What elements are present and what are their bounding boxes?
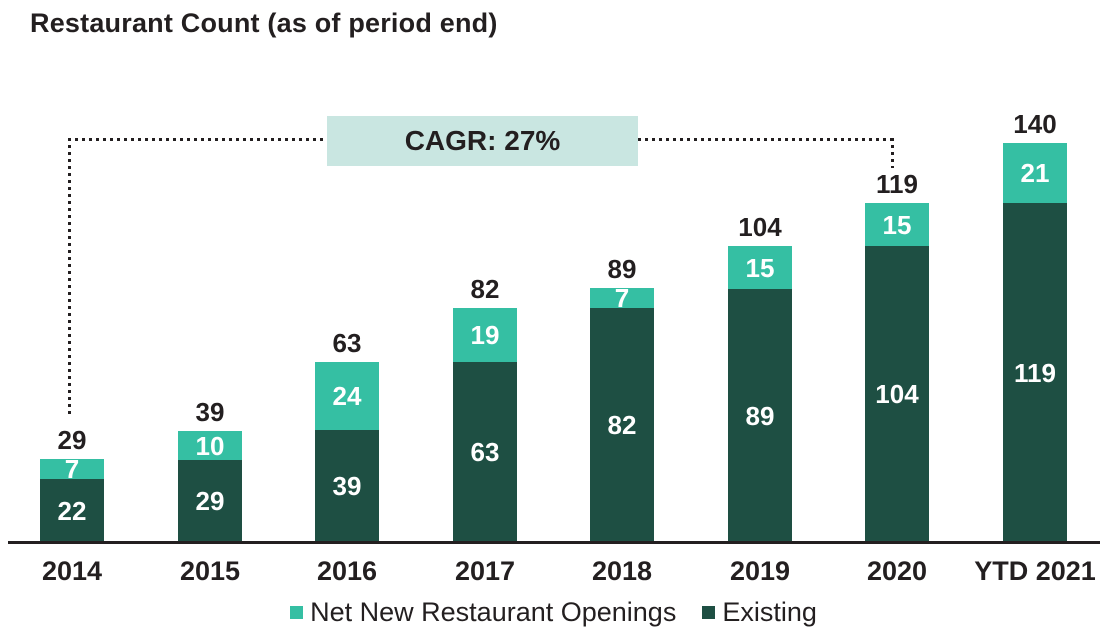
bar-total-label-YTD 2021: 140: [1013, 109, 1057, 139]
x-axis-label-2020: 2020: [866, 556, 928, 586]
bar-segment-net-new-2014: 7: [40, 456, 104, 482]
bar-segment-existing-2020: 104: [865, 246, 929, 542]
legend-label-net-new: Net New Restaurant Openings: [310, 597, 677, 627]
bar-total-label-2020: 119: [876, 169, 918, 199]
bar-2019: 15 89: [728, 246, 792, 542]
bar-total-label-2019: 104: [738, 212, 782, 242]
cagr-dotted-line-right-horizontal: [638, 138, 893, 141]
legend-swatch-net-new-icon: [290, 606, 304, 619]
x-axis-line: [8, 541, 1100, 544]
cagr-dotted-line-left-horizontal: [68, 138, 327, 141]
bar-segment-net-new-2018: 7: [590, 285, 654, 311]
cagr-label: CAGR: 27%: [404, 125, 561, 156]
x-axis-label-2019: 2019: [729, 556, 791, 586]
bar-total-label-2014: 29: [57, 425, 87, 455]
bar-segment-net-new-2017: 19: [453, 308, 517, 362]
chart-title: Restaurant Count (as of period end): [30, 8, 498, 38]
bar-2017: 19 63: [453, 308, 517, 542]
bar-total-label-2017: 82: [470, 274, 500, 304]
bar-segment-existing-2017: 63: [453, 362, 517, 542]
bar-segment-existing-2016: 39: [315, 430, 379, 542]
bar-segment-existing-2018: 82: [590, 308, 654, 542]
bar-2018: 7 82: [590, 285, 654, 542]
x-axis-label-2018: 2018: [591, 556, 653, 586]
x-axis-label-2014: 2014: [41, 556, 103, 586]
bar-segment-net-new-2015: 10: [178, 431, 242, 460]
legend-item-existing: Existing: [702, 597, 817, 628]
bar-total-label-2018: 89: [607, 254, 637, 284]
x-axis-label-2017: 2017: [454, 556, 516, 586]
cagr-dotted-line-right-vertical: [891, 138, 894, 168]
bar-segment-net-new-2020: 15: [865, 203, 929, 246]
legend-label-existing: Existing: [722, 597, 817, 627]
bar-segment-existing-YTD 2021: 119: [1003, 203, 1067, 542]
legend-swatch-existing-icon: [702, 606, 716, 619]
bar-segment-existing-2014: 22: [40, 479, 104, 542]
bar-total-label-2015: 39: [195, 397, 225, 427]
bar-2015: 10 29: [178, 431, 242, 542]
legend-item-net-new-openings: Net New Restaurant Openings: [290, 597, 676, 628]
chart-legend: Net New Restaurant Openings Existing: [0, 597, 1107, 628]
x-axis-label-2015: 2015: [179, 556, 241, 586]
bar-segment-net-new-2016: 24: [315, 362, 379, 430]
bar-segment-existing-2019: 89: [728, 289, 792, 542]
x-axis-label-2016: 2016: [316, 556, 378, 586]
cagr-dotted-line-left-vertical: [68, 138, 71, 416]
bar-segment-net-new-2019: 15: [728, 246, 792, 289]
bar-2020: 15 104: [865, 203, 929, 542]
bar-total-label-2016: 63: [332, 328, 362, 358]
x-axis-label-YTD 2021: YTD 2021: [974, 556, 1096, 586]
cagr-callout-box: CAGR: 27%: [327, 116, 638, 166]
bar-segment-net-new-YTD 2021: 21: [1003, 143, 1067, 203]
bar-segment-existing-2015: 29: [178, 460, 242, 542]
bar-2016: 24 39: [315, 362, 379, 542]
bar-YTD 2021: 21 119: [1003, 143, 1067, 542]
bar-2014: 7 22: [40, 456, 104, 542]
